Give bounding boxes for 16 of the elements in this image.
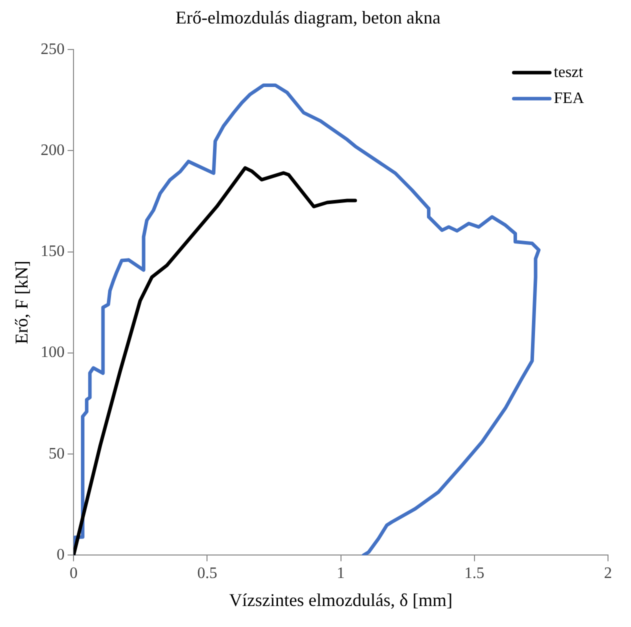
x-tick-label: 0.5	[197, 565, 218, 582]
x-tick-label: 1.5	[464, 565, 484, 582]
legend-label: FEA	[554, 90, 584, 107]
y-axis-title: Erő, F [kN]	[12, 260, 32, 344]
y-tick-label: 0	[56, 546, 65, 564]
x-axis-title: Vízszintes elmozdulás, δ [mm]	[229, 590, 453, 610]
legend-label: teszt	[554, 64, 584, 81]
y-tick-label: 250	[40, 40, 65, 58]
y-tick-label: 200	[40, 142, 65, 159]
y-tick-label: 150	[40, 243, 65, 260]
chart-title: Erő-elmozdulás diagram, beton akna	[176, 8, 440, 28]
y-tick-label: 50	[48, 445, 65, 462]
x-tick-label: 1	[336, 565, 345, 582]
x-tick-label: 2	[604, 565, 612, 582]
y-tick-label: 100	[40, 344, 65, 362]
x-tick-label: 0	[70, 565, 78, 582]
